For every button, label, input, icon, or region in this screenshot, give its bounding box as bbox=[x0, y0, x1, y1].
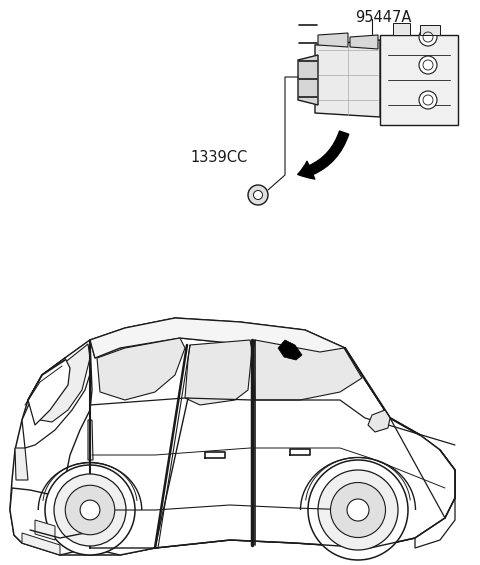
Circle shape bbox=[248, 185, 268, 205]
Polygon shape bbox=[35, 520, 55, 540]
Polygon shape bbox=[380, 35, 458, 125]
Polygon shape bbox=[298, 55, 318, 105]
Circle shape bbox=[318, 470, 398, 550]
Circle shape bbox=[419, 28, 437, 46]
Polygon shape bbox=[22, 340, 95, 448]
Polygon shape bbox=[420, 25, 440, 35]
Circle shape bbox=[45, 465, 135, 555]
Polygon shape bbox=[315, 40, 380, 117]
Polygon shape bbox=[40, 344, 90, 422]
Polygon shape bbox=[393, 23, 410, 35]
Polygon shape bbox=[15, 448, 28, 480]
FancyArrowPatch shape bbox=[298, 131, 349, 179]
Polygon shape bbox=[88, 420, 93, 460]
Text: 95447A: 95447A bbox=[355, 10, 411, 25]
Polygon shape bbox=[185, 340, 252, 405]
Circle shape bbox=[419, 56, 437, 74]
Circle shape bbox=[419, 91, 437, 109]
Circle shape bbox=[54, 474, 126, 546]
Circle shape bbox=[65, 485, 115, 534]
Polygon shape bbox=[10, 488, 90, 555]
Circle shape bbox=[347, 499, 369, 521]
Polygon shape bbox=[65, 338, 455, 555]
Polygon shape bbox=[252, 340, 362, 400]
Text: 1339CC: 1339CC bbox=[190, 150, 247, 165]
Polygon shape bbox=[350, 35, 378, 49]
Polygon shape bbox=[368, 410, 390, 432]
Polygon shape bbox=[278, 340, 302, 360]
Polygon shape bbox=[415, 498, 455, 548]
Circle shape bbox=[331, 483, 385, 537]
Polygon shape bbox=[97, 338, 185, 400]
Circle shape bbox=[308, 460, 408, 560]
Polygon shape bbox=[10, 318, 455, 555]
Circle shape bbox=[253, 190, 263, 199]
Polygon shape bbox=[28, 358, 70, 425]
Polygon shape bbox=[318, 33, 348, 47]
Polygon shape bbox=[90, 318, 345, 358]
Polygon shape bbox=[22, 533, 60, 555]
Circle shape bbox=[80, 500, 100, 520]
